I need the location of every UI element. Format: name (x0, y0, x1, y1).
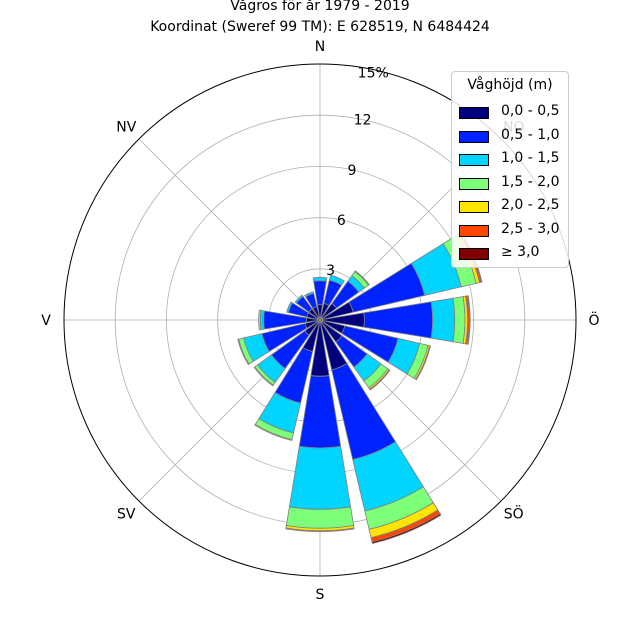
direction-label: SV (117, 507, 136, 523)
rose-bar-segment (288, 445, 352, 510)
legend-swatch (459, 177, 489, 190)
legend-label: 1,5 - 2,0 (501, 173, 560, 190)
rose-bar-segment (466, 295, 471, 345)
legend-label: 0,0 - 0,5 (501, 103, 560, 119)
rose-bar-segment (237, 338, 250, 366)
rose-bar-segment (285, 527, 355, 533)
rose-bar-segment (258, 309, 262, 331)
rose-bar-segment (452, 296, 466, 344)
legend-swatch (459, 130, 489, 143)
direction-label: S (316, 587, 325, 603)
radial-tick-label: 3 (326, 263, 335, 279)
direction-label: N (315, 39, 325, 55)
rose-bars (237, 231, 483, 544)
legend-label: 2,0 - 2,5 (501, 197, 560, 213)
rose-bar-segment (371, 513, 442, 544)
legend: Våghöjd (m) 0,0 - 0,5 0,5 - 1,0 1,0 - 1,5 1… (451, 71, 569, 268)
rose-bar-segment (312, 276, 328, 282)
legend-label: 2,5 - 3,0 (501, 220, 560, 237)
legend-label: 1,0 - 1,5 (501, 150, 560, 166)
legend-label: 0,5 - 1,0 (501, 126, 560, 143)
direction-label: NV (116, 119, 136, 135)
legend-swatch (459, 248, 489, 260)
rose-bar-segment (253, 366, 274, 387)
direction-label: V (41, 313, 51, 329)
rose-bar-segment (286, 301, 293, 314)
legend-swatch (459, 224, 489, 237)
rose-bar-segment (430, 297, 456, 343)
chart-title: Vågros för år 1979 - 2019 (230, 0, 410, 14)
radial-tick-label: 9 (347, 163, 356, 179)
direction-label: Ö (588, 311, 599, 329)
outer-frame (63, 63, 577, 577)
rose-bar-segment (354, 270, 370, 286)
direction-label: SÖ (504, 505, 524, 523)
radial-tick-label: 15% (358, 66, 389, 82)
rose-bar-segment (328, 274, 345, 286)
rose-bar-segment (415, 345, 431, 381)
legend-swatch (459, 107, 489, 119)
rose-bar-segment (298, 375, 342, 449)
grid-spoke (138, 138, 321, 321)
chart-subtitle: Koordinat (Sweref 99 TM): E 628519, N 64… (150, 19, 490, 35)
legend-swatch (459, 201, 489, 213)
radial-tick-label: 12 (354, 113, 372, 129)
rose-bar-segment (285, 506, 355, 529)
rose-bar-segment (254, 423, 293, 441)
rose-bar-segment (304, 291, 315, 298)
legend-label: ≥ 3,0 (501, 244, 540, 260)
legend-title: Våghöjd (m) (467, 77, 553, 93)
rose-bar-segment (369, 369, 391, 391)
rose-bar-segment (294, 294, 304, 304)
legend-swatch (459, 154, 489, 166)
radial-tick-label: 6 (337, 213, 346, 229)
